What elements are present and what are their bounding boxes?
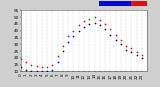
Point: [46, 67, 48, 68]
Point: [30, 71, 33, 72]
Point: [67, 35, 69, 37]
Point: [141, 57, 143, 58]
Point: [93, 17, 96, 18]
Point: [25, 61, 27, 63]
Point: [56, 61, 59, 63]
Point: [135, 52, 138, 53]
Point: [83, 26, 85, 27]
Point: [135, 54, 138, 56]
Point: [77, 30, 80, 31]
Point: [20, 67, 22, 68]
Point: [62, 50, 64, 52]
Point: [114, 34, 117, 35]
Point: [30, 64, 33, 65]
Point: [125, 49, 127, 50]
Point: [120, 44, 122, 45]
Point: [25, 69, 27, 71]
Point: [114, 39, 117, 41]
Point: [104, 29, 106, 30]
Point: [77, 25, 80, 26]
Point: [130, 48, 133, 49]
Point: [62, 45, 64, 46]
Point: [41, 67, 43, 68]
Point: [99, 19, 101, 21]
Point: [93, 22, 96, 23]
Point: [41, 71, 43, 72]
Point: [141, 54, 143, 56]
Point: [125, 45, 127, 46]
Point: [109, 29, 112, 30]
Point: [51, 69, 54, 71]
Point: [72, 35, 75, 37]
Point: [88, 23, 91, 25]
Point: [83, 21, 85, 22]
Point: [72, 30, 75, 31]
Point: [99, 25, 101, 26]
Point: [35, 65, 38, 67]
Point: [46, 71, 48, 72]
Point: [20, 58, 22, 60]
Point: [88, 18, 91, 19]
Point: [56, 56, 59, 57]
Point: [51, 64, 54, 65]
Point: [35, 71, 38, 72]
Point: [67, 41, 69, 42]
Point: [109, 34, 112, 35]
Point: [104, 23, 106, 25]
Point: [120, 39, 122, 41]
Point: [130, 52, 133, 53]
